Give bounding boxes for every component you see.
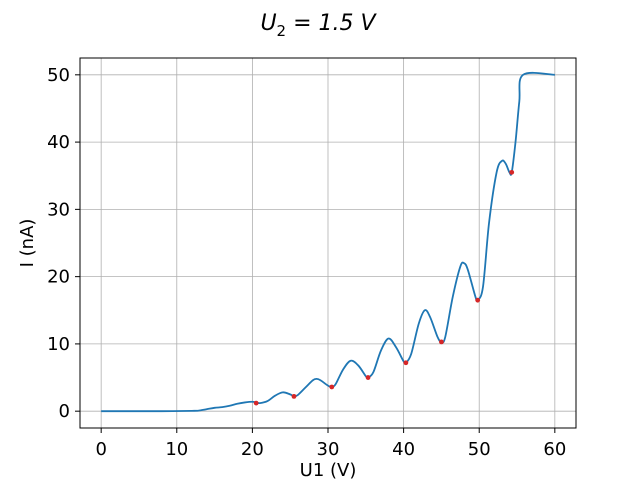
y-tick-label: 30 (47, 199, 70, 220)
x-tick-label: 50 (468, 439, 491, 460)
title-rest: = 1.5 V (286, 11, 377, 36)
minimum-marker (253, 400, 259, 406)
minimum-marker (291, 393, 297, 399)
x-tick-label: 60 (543, 439, 566, 460)
chart-title: U2 = 1.5 V (260, 11, 377, 40)
minimum-marker (439, 339, 444, 345)
x-tick-label: 10 (165, 439, 188, 460)
x-ticks: 0 10 20 30 40 50 60 (95, 428, 566, 460)
title-subscript: 2 (277, 22, 287, 40)
y-tick-label: 40 (47, 132, 70, 153)
x-tick-label: 40 (392, 439, 415, 460)
x-tick-label: 20 (241, 439, 264, 460)
x-axis-label: U1 (V) (300, 460, 357, 480)
y-tick-label: 20 (47, 267, 70, 288)
minimum-marker (329, 384, 335, 390)
minimum-marker (365, 375, 371, 380)
y-axis-label: I (nA) (17, 219, 38, 268)
minimum-marker (509, 169, 515, 175)
minima-markers (253, 169, 515, 406)
x-tick-label: 0 (95, 439, 106, 460)
title-main: U (260, 11, 276, 36)
y-ticks: 0 10 20 30 40 50 (47, 65, 80, 422)
y-tick-label: 50 (47, 65, 70, 86)
minimum-marker (403, 360, 409, 366)
minimum-marker (475, 297, 481, 303)
x-tick-label: 30 (317, 439, 340, 460)
y-tick-label: 0 (59, 401, 70, 422)
y-tick-label: 10 (47, 334, 70, 355)
grid (80, 58, 576, 428)
